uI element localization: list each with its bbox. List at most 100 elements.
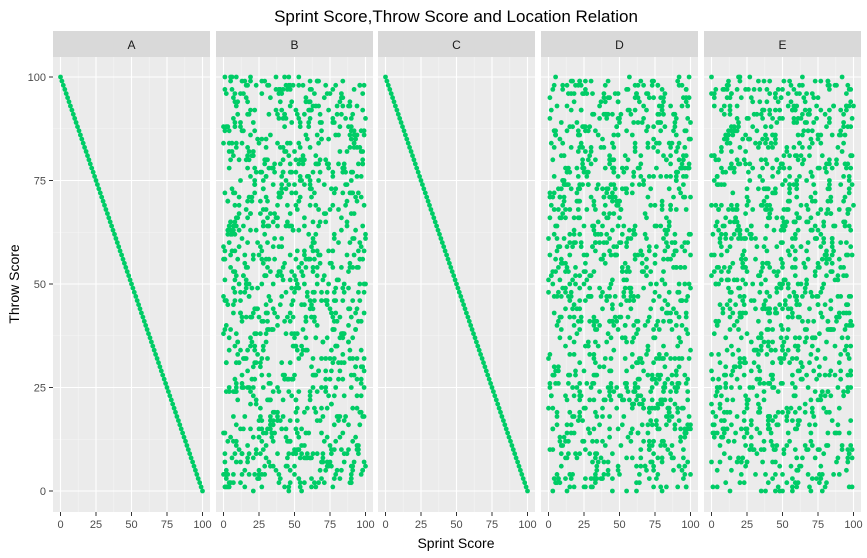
data-point — [157, 364, 163, 370]
data-point — [851, 103, 856, 109]
data-point — [72, 116, 78, 121]
data-point — [292, 372, 297, 378]
data-point — [594, 186, 600, 192]
data-point — [246, 111, 252, 117]
data-point — [331, 476, 337, 481]
data-point — [344, 149, 350, 154]
data-point — [241, 273, 246, 279]
data-point — [250, 256, 256, 262]
data-point — [546, 289, 551, 295]
data-point — [239, 318, 245, 324]
data-point — [547, 190, 553, 196]
data-point — [751, 111, 757, 117]
data-point — [388, 91, 394, 96]
data-point — [265, 198, 270, 204]
data-point — [726, 438, 731, 444]
data-point — [568, 289, 574, 295]
data-point — [622, 335, 628, 341]
data-point — [651, 463, 656, 469]
data-point — [232, 248, 238, 254]
data-point — [317, 157, 323, 163]
data-point — [296, 198, 302, 204]
data-point — [679, 82, 685, 88]
data-point — [357, 281, 363, 287]
data-point — [740, 455, 746, 461]
data-point — [848, 244, 854, 250]
data-point — [337, 99, 343, 105]
data-point — [307, 145, 313, 150]
data-point — [839, 74, 845, 80]
data-point — [760, 260, 765, 266]
data-point — [724, 140, 730, 146]
data-point — [444, 252, 449, 258]
data-point — [280, 157, 286, 163]
data-point — [668, 174, 673, 179]
data-point — [654, 422, 659, 428]
data-point — [286, 74, 292, 80]
data-point — [681, 455, 686, 461]
data-point — [598, 294, 604, 299]
data-point — [231, 153, 236, 159]
data-point — [286, 389, 292, 394]
data-point — [597, 285, 602, 291]
data-point — [740, 277, 746, 283]
data-point — [778, 323, 784, 328]
data-point — [296, 116, 302, 121]
data-point — [628, 438, 634, 444]
data-point — [812, 78, 818, 84]
data-point — [834, 430, 839, 436]
data-point — [357, 422, 363, 428]
data-point — [649, 422, 655, 428]
data-point — [683, 87, 689, 92]
data-point — [583, 476, 588, 481]
data-point — [286, 153, 292, 159]
data-point — [523, 484, 529, 490]
data-point — [654, 140, 659, 146]
data-point — [839, 335, 845, 341]
data-point — [341, 393, 347, 399]
data-point — [292, 289, 297, 295]
data-point — [289, 190, 295, 196]
data-point — [607, 285, 612, 291]
data-point — [252, 360, 258, 366]
data-point — [279, 294, 285, 299]
data-point — [758, 343, 764, 349]
data-point — [522, 480, 528, 486]
data-point — [646, 405, 652, 411]
data-point — [171, 405, 177, 411]
data-point — [275, 414, 280, 419]
data-point — [232, 389, 238, 394]
data-point — [363, 463, 368, 469]
data-point — [741, 356, 747, 361]
data-point — [608, 281, 614, 287]
data-point — [734, 157, 740, 163]
x-tick-label: 0 — [708, 519, 714, 531]
data-point — [682, 145, 688, 150]
data-point — [807, 360, 812, 366]
data-point — [628, 285, 634, 291]
data-point — [310, 103, 316, 109]
data-point — [584, 381, 590, 386]
data-point — [818, 231, 824, 237]
data-point — [659, 198, 665, 204]
data-point — [709, 91, 714, 96]
data-point — [607, 161, 612, 167]
data-point — [193, 467, 198, 473]
data-point — [258, 360, 263, 366]
data-point — [177, 422, 183, 428]
data-point — [731, 169, 737, 175]
data-point — [574, 190, 580, 196]
data-point — [818, 78, 824, 84]
data-point — [279, 91, 285, 96]
data-point — [685, 103, 691, 109]
data-point — [70, 111, 76, 117]
data-point — [226, 484, 232, 490]
data-point — [688, 136, 693, 142]
data-point — [577, 78, 583, 84]
data-point — [638, 78, 644, 84]
data-point — [791, 219, 797, 225]
data-point — [361, 368, 367, 374]
data-point — [672, 426, 678, 432]
data-point — [548, 202, 554, 208]
data-point — [777, 463, 783, 469]
